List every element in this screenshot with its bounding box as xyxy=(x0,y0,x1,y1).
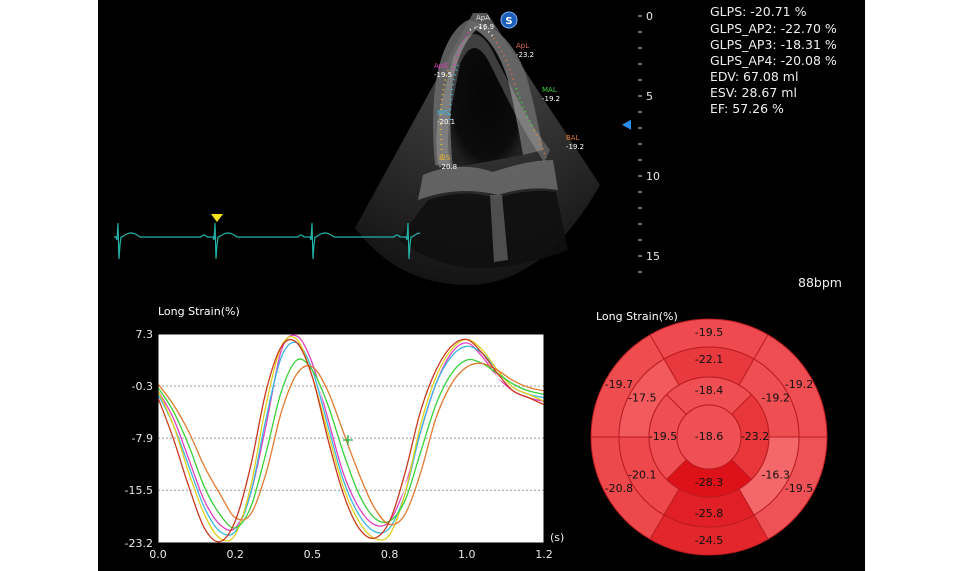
strain-x-tick: 0.0 xyxy=(149,548,167,561)
echo-label-bis: BIS xyxy=(439,154,451,162)
bullseye-middle-value: -25.8 xyxy=(695,507,723,520)
bullseye-middle-value: -17.5 xyxy=(628,392,656,405)
echo-value-apa: -16.9 xyxy=(476,23,494,31)
strain-chart-title: Long Strain(%) xyxy=(158,305,240,318)
bullseye-middle-value: -22.1 xyxy=(695,353,723,366)
strain-series-7 xyxy=(158,338,544,543)
metric-glps-ap4: GLPS_AP4: -20.08 % xyxy=(710,53,837,68)
lv-cavity xyxy=(450,30,523,168)
strain-x-tick: 1.2 xyxy=(535,548,553,561)
logo-text: S xyxy=(505,16,512,27)
bullseye-middle-value: -20.1 xyxy=(628,469,656,482)
bullseye-outer-value: -24.5 xyxy=(695,534,723,547)
echo-label-apa: ApA xyxy=(476,14,490,22)
speckle-tracking-region xyxy=(436,34,550,165)
depth-scale: 0 5 10 15 xyxy=(638,10,660,273)
echo-value-bal: -19.2 xyxy=(566,143,584,151)
strain-chart[interactable]: 7.3 -0.3 -7.9 -15.5 -23.20.0 0.2 0.5 0.8 1.0 1.2 (… xyxy=(125,328,565,561)
bullseye-outer-value: -19.2 xyxy=(785,378,813,391)
myocardium-wall xyxy=(433,20,543,168)
strain-y-tick: -0.3 xyxy=(132,380,153,393)
bullseye-apex-segment[interactable] xyxy=(676,404,742,470)
strain-y-tick: -15.5 xyxy=(125,484,153,497)
atria-cavity xyxy=(398,190,568,269)
depth-label: 10 xyxy=(646,170,660,183)
metric-edv: EDV: 67.08 ml xyxy=(710,69,798,84)
strain-y-tick: 7.3 xyxy=(136,328,154,341)
bullseye-outer-value: -19.5 xyxy=(695,326,723,339)
echo-label-bal: BAL xyxy=(566,134,580,142)
depth-label: 15 xyxy=(646,250,660,263)
strain-series-group xyxy=(158,334,544,543)
depth-label: 0 xyxy=(646,10,653,23)
bullseye-plot[interactable]: -19.5 -19.2 -19.5 -24.5 -20.8 -19.7 -22.1 -19.2… xyxy=(590,318,828,556)
strain-y-tick: -23.2 xyxy=(125,537,153,550)
strain-x-unit: (s) xyxy=(550,531,564,544)
septum-lower xyxy=(490,195,508,262)
strain-x-tick: 1.0 xyxy=(458,548,476,561)
strain-plot-border xyxy=(157,333,545,544)
vendor-logo: S xyxy=(500,11,518,29)
heart-rate: 88bpm xyxy=(798,275,842,290)
echo-label-mal: MAL xyxy=(542,86,557,94)
ecg-cursor-marker[interactable] xyxy=(211,214,223,222)
strain-series-4 xyxy=(158,335,544,542)
bullseye-inner-value: -19.5 xyxy=(649,430,677,443)
echo-segment-labels: ApA-16.9ApL-23.2ApS-19.5MAL-19.2MIS-20.1… xyxy=(434,14,584,171)
echo-label-mis: MIS xyxy=(437,109,450,117)
ultrasound-screen: ApA -16.9 ApL -23.2 ApS -19.5 MAL -19.2 MIS -20.1… xyxy=(98,0,865,571)
bullseye-middle-value: -16.3 xyxy=(761,469,789,482)
bullseye-inner-value: -18.4 xyxy=(695,384,723,397)
metric-esv: ESV: 28.67 ml xyxy=(710,85,797,100)
echo-label-aps: ApS xyxy=(434,62,448,70)
bullseye-apex-value: -18.6 xyxy=(695,430,723,443)
echo-value-aps: -19.5 xyxy=(434,71,452,79)
strain-series-6 xyxy=(158,362,544,526)
ultrasound-scene: ApA-16.9ApL-23.2ApS-19.5MAL-19.2MIS-20.1… xyxy=(114,4,842,561)
strain-y-tick: -7.9 xyxy=(132,432,153,445)
bullseye-middle-value: -19.2 xyxy=(761,392,789,405)
echo-label-apl: ApL xyxy=(516,42,529,50)
bullseye-outer-value: -19.5 xyxy=(785,482,813,495)
bullseye-title: Long Strain(%) xyxy=(596,310,678,323)
echo-value-apl: -23.2 xyxy=(516,51,534,59)
bullseye-inner-value: -23.2 xyxy=(741,430,769,443)
bullseye-outer-value: -20.8 xyxy=(605,482,633,495)
strain-x-tick: 0.8 xyxy=(381,548,399,561)
strain-cursor[interactable] xyxy=(343,435,353,445)
bullseye-inner-value: -28.3 xyxy=(695,476,723,489)
echo-image[interactable]: ApA-16.9ApL-23.2ApS-19.5MAL-19.2MIS-20.1… xyxy=(355,11,600,285)
ecg-trace xyxy=(114,214,421,260)
metric-glps-ap3: GLPS_AP3: -18.31 % xyxy=(710,37,837,52)
metric-glps-ap2: GLPS_AP2: -22.70 % xyxy=(710,21,837,36)
echo-value-bis: -20.8 xyxy=(439,163,457,171)
echo-value-mis: -20.1 xyxy=(437,118,455,126)
depth-label: 5 xyxy=(646,90,653,103)
metric-ef: EF: 57.26 % xyxy=(710,101,784,116)
bullseye-outer-value: -19.7 xyxy=(605,378,633,391)
metrics-panel: GLPS: -20.71 % GLPS_AP2: -22.70 % GLPS_A… xyxy=(710,4,837,116)
valve-plane xyxy=(418,160,558,200)
focus-marker[interactable] xyxy=(622,119,631,130)
metric-glps: GLPS: -20.71 % xyxy=(710,4,807,19)
strain-x-tick: 0.5 xyxy=(304,548,322,561)
strain-x-tick: 0.2 xyxy=(226,548,244,561)
tracking-dots xyxy=(439,26,547,161)
strain-series-1 xyxy=(158,334,544,531)
echo-value-mal: -19.2 xyxy=(542,95,560,103)
